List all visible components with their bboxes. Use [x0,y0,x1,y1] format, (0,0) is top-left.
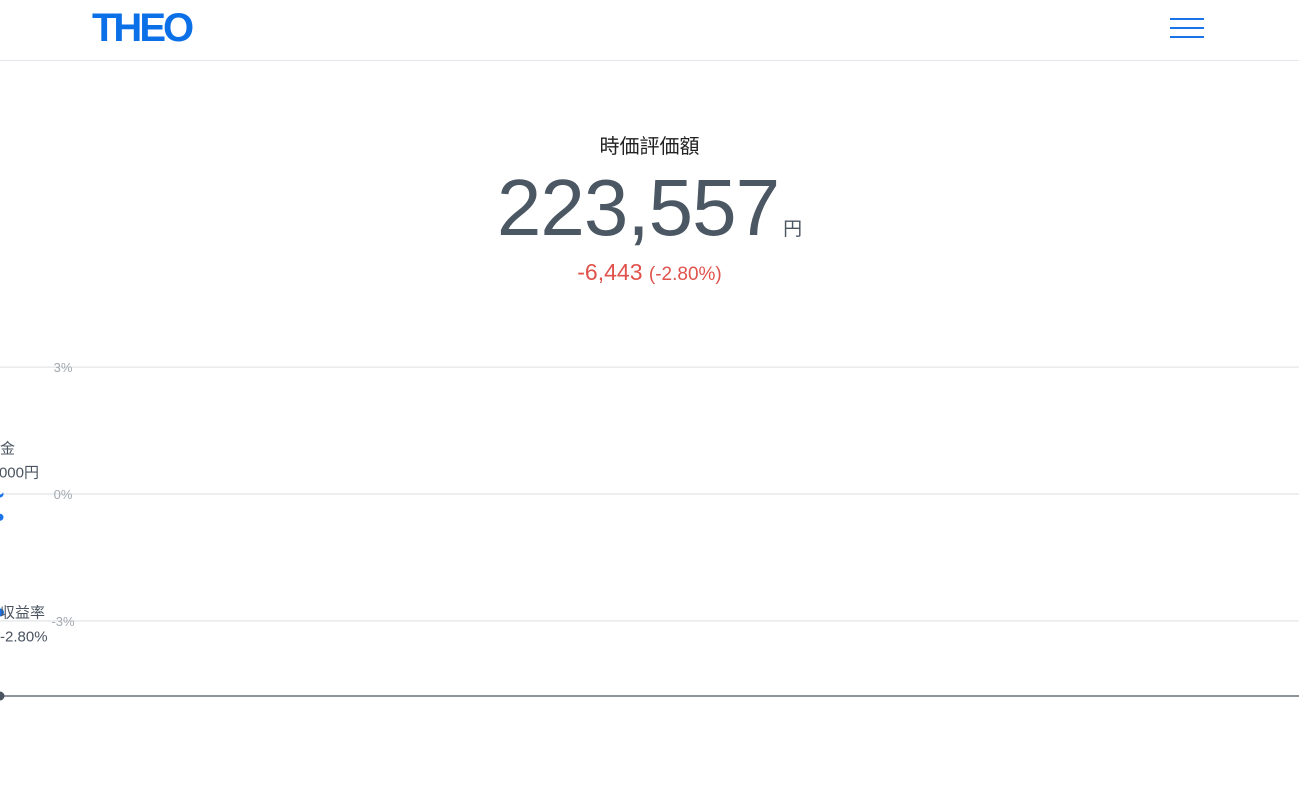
hamburger-menu-icon[interactable] [1170,16,1204,40]
return-rate-label: 収益率 [0,603,45,621]
app-header: THEO [0,0,1299,61]
current-pin-hole [0,568,6,581]
valuation-change: -6,443 (-2.80%) [0,259,1299,286]
valuation-amount-row: 223,557 円 [0,165,1299,251]
change-amount: -6,443 [577,259,643,285]
x-tick-dot [0,691,5,701]
valuation-label: 時価評価額 [599,134,700,158]
change-percent: (-2.80%) [648,264,722,285]
valuation-amount: 223,557 [496,163,780,252]
deposit-amount: +130,000円 [0,464,39,481]
y-tick-label: -3% [51,614,75,629]
theo-logo[interactable]: THEO [92,6,194,50]
valuation-unit: 円 [783,218,803,240]
valuation-summary: 時価評価額 223,557 円 -6,443 (-2.80%) [0,120,1299,286]
start-pin-hole [0,466,4,474]
y-tick-label: 0% [54,487,73,502]
return-rate-value: -2.80% [0,628,48,645]
deposit-pin-hole [0,488,4,495]
performance-chart[interactable]: 3%0%-3%2016/5/192016/5/262016/6/22016/6/… [0,340,1299,800]
y-tick-label: 3% [54,360,73,375]
deposit-label: 入金 [0,439,15,457]
deposit-point [0,513,4,521]
current-point [0,608,4,617]
